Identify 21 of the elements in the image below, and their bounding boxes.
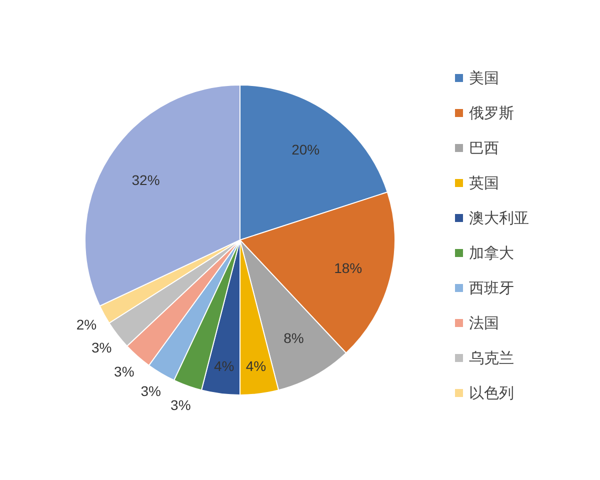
- legend-label: 乌克兰: [469, 350, 514, 367]
- legend-label: 西班牙: [469, 280, 514, 297]
- data-label: 3%: [170, 396, 191, 413]
- legend-label: 加拿大: [469, 245, 514, 262]
- legend-label: 法国: [469, 315, 499, 332]
- legend-label: 俄罗斯: [469, 105, 514, 122]
- data-label: 3%: [114, 363, 134, 380]
- data-label: 3%: [91, 339, 112, 356]
- data-label: 2%: [76, 316, 97, 332]
- legend-label: 澳大利亚: [469, 210, 529, 227]
- data-label: 3%: [140, 382, 161, 399]
- data-label: 4%: [214, 358, 234, 374]
- legend-label: 英国: [469, 175, 499, 192]
- legend-label: 巴西: [469, 140, 499, 157]
- data-label: 18%: [334, 260, 362, 276]
- data-label: 20%: [292, 142, 320, 158]
- legend-label: 以色列: [469, 385, 514, 402]
- legend-label: 美国: [469, 70, 499, 87]
- data-label: 8%: [284, 330, 304, 346]
- data-label: 4%: [246, 358, 266, 374]
- data-label: 32%: [132, 172, 160, 188]
